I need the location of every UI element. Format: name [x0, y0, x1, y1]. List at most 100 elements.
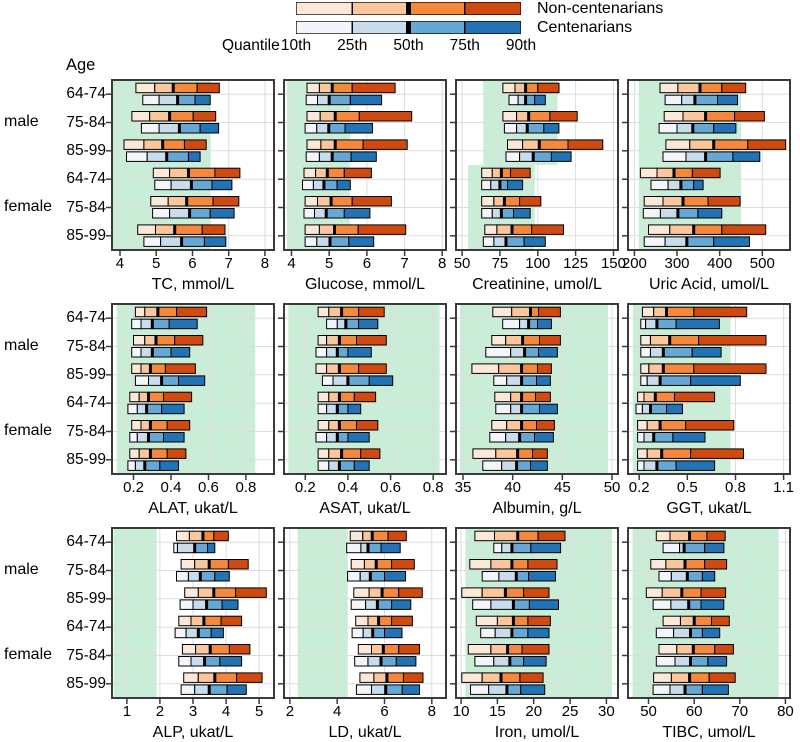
age-axis: male female 64-74 75-84 85-99 64-74 75-8… [0, 80, 112, 250]
x-tick-label: 300 [664, 255, 690, 272]
x-tick-label: 5 [325, 255, 334, 272]
age-tick-label: 85-99 [66, 674, 106, 692]
quantile-bar-plot [278, 79, 447, 256]
group-label-male: male [4, 337, 39, 354]
x-tick-label: 0.2 [294, 479, 316, 496]
age-tick-label: 85-99 [66, 589, 106, 607]
x-axis-title: ASAT, ukat/L [319, 500, 411, 517]
x-tick-label: 0.4 [337, 479, 359, 496]
x-tick-label: 5 [152, 255, 161, 272]
x-tick-label: 0.5 [676, 479, 698, 496]
group-label-female: female [4, 646, 53, 663]
age-tick-label: 64-74 [66, 309, 106, 327]
x-tick-label: 0.8 [235, 479, 257, 496]
x-tick-label: 50 [603, 479, 621, 496]
panel-alat: 0.2 0.4 0.6 0.8 ALAT, ukat/L [106, 303, 275, 518]
x-tick-label: 80 [777, 703, 794, 720]
panel-iron: 10 15 20 25 30 Iron, umol/L [450, 527, 619, 742]
x-tick-label: 25 [561, 703, 579, 720]
x-axis-title: Uric Acid, umol/L [648, 276, 770, 293]
quantile-bar-plot [278, 527, 447, 704]
panel-row-1: male female 64-74 75-84 85-99 64-74 75-8… [0, 79, 800, 294]
x-tick-label: 6 [380, 703, 389, 720]
panel-glucose: 4 5 6 7 8 Glucose, mmol/L [278, 79, 447, 294]
x-tick-label: 7 [400, 255, 409, 272]
quantile-tick-label: 50th [393, 37, 424, 54]
x-tick-label: 200 [621, 255, 647, 272]
panel-albumin: 35 40 45 50 Albumin, g/L [450, 303, 621, 518]
legend-quantile-swatch [295, 20, 522, 35]
x-tick-label: 0.4 [160, 479, 182, 496]
x-tick-label: 0.8 [725, 479, 746, 496]
legend-quantile-swatch [295, 1, 522, 16]
x-tick-label: 6 [188, 255, 197, 272]
panel-ld: 2 4 6 8 LD, ukat/L [278, 527, 447, 742]
legend-bar-centenarians [295, 20, 522, 35]
x-tick-label: 50 [640, 703, 657, 720]
quantile-bar-plot [450, 303, 619, 480]
group-label-male: male [4, 113, 39, 130]
panel-row-2: male female 64-74 75-84 85-99 64-74 75-8… [0, 303, 800, 518]
x-tick-label: 1.1 [773, 479, 795, 496]
x-tick-label: 35 [454, 479, 472, 496]
panel-alp: 1 2 3 4 5 ALP, ukat/L [106, 527, 275, 742]
panel-row-3: male female 64-74 75-84 85-99 64-74 75-8… [0, 527, 800, 742]
x-tick-label: 8 [260, 255, 270, 272]
x-axis-title: GGT, ukat/L [666, 500, 752, 517]
quantile-tick-label: 90th [505, 37, 537, 54]
age-axis: male female 64-74 75-84 85-99 64-74 75-8… [0, 304, 112, 474]
quantile-axis-title: Quantile [222, 37, 280, 54]
age-tick-label: 75-84 [66, 646, 106, 664]
legend-label-centenarians: Centenarians [537, 19, 633, 36]
x-axis-title: Glucose, mmol/L [304, 276, 426, 293]
x-tick-label: 0.6 [380, 479, 402, 496]
age-tick-label: 85-99 [66, 450, 106, 468]
group-label-female: female [4, 198, 53, 215]
x-tick-label: 1 [122, 703, 132, 720]
x-tick-label: 20 [525, 703, 543, 720]
quantile-bar-plot [106, 79, 275, 256]
x-tick-label: 30 [598, 703, 615, 720]
x-tick-label: 60 [685, 703, 703, 720]
x-axis-title: TC, mmol/L [151, 276, 235, 293]
x-tick-label: 8 [438, 255, 447, 272]
x-tick-label: 0.8 [422, 479, 444, 496]
quantile-bar-plot [622, 303, 791, 480]
quantile-bar-plot [106, 527, 275, 704]
quantile-bar-plot [622, 527, 791, 704]
x-tick-label: 2 [155, 703, 165, 720]
x-tick-label: 50 [453, 255, 471, 272]
age-tick-label: 64-74 [66, 170, 106, 188]
quantile-bar-plot [450, 79, 619, 256]
x-axis-title: Creatinine, umol/L [472, 276, 602, 293]
quantile-bar-plot [106, 303, 275, 480]
panel-creatinine: 50 75 100 125 150 Creatinine, umol/L [450, 79, 626, 294]
x-tick-label: 150 [600, 255, 626, 272]
panel-tc: 4 5 6 7 8 TC, mmol/L [106, 79, 275, 294]
x-tick-label: 0.2 [628, 479, 650, 496]
x-axis-title: ALAT, ukat/L [148, 500, 238, 517]
x-tick-label: 10 [452, 703, 470, 720]
x-tick-label: 4 [333, 703, 342, 720]
x-tick-label: 500 [749, 255, 775, 272]
age-tick-label: 85-99 [66, 226, 106, 244]
age-tick-label: 75-84 [66, 422, 106, 440]
x-tick-label: 45 [553, 479, 571, 496]
x-tick-label: 7 [224, 255, 233, 272]
age-tick-label: 64-74 [66, 533, 106, 551]
x-tick-label: 6 [362, 255, 372, 272]
age-tick-label: 64-74 [66, 394, 106, 412]
panel-uric-acid: 200 300 400 500 Uric Acid, umol/L [622, 79, 791, 294]
age-tick-label: 75-84 [66, 337, 106, 355]
x-tick-label: 2 [285, 703, 295, 720]
quantile-bar-plot [450, 527, 619, 704]
x-tick-label: 70 [731, 703, 749, 720]
x-tick-label: 15 [489, 703, 506, 720]
x-tick-label: 0.2 [123, 479, 144, 496]
quantile-tick-label: 10th [280, 37, 312, 54]
quantile-bar-plot [278, 303, 447, 480]
age-tick-label: 75-84 [66, 198, 106, 216]
x-tick-label: 4 [287, 255, 296, 272]
age-tick-label: 75-84 [66, 113, 106, 131]
